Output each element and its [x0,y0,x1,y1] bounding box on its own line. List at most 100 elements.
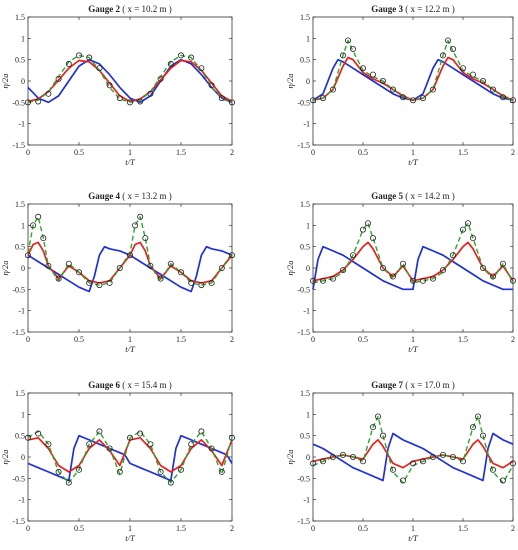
data-point-circle [55,275,62,282]
series-line-green [312,415,514,484]
data-point-circle [429,275,436,282]
data-point-circle [55,75,62,82]
x-tick-label: 0 [26,524,30,533]
y-tick-label: 0.5 [15,243,25,252]
series-line-green [27,216,233,286]
y-tick-label: -1 [18,120,25,129]
data-point-circle [339,52,346,59]
plot-frame [27,16,233,146]
data-point-circle [399,260,406,267]
x-tick-label: 1.5 [458,148,468,157]
series-line-red [312,241,514,282]
y-tick-label: -1.5 [12,141,25,150]
chart-title: Gauge 3 ( x = 12.2 m ) [371,4,455,14]
data-point-circle [499,260,506,267]
series-line-green [27,54,233,103]
data-point-circle [132,222,139,229]
chart-title-gauge: Gauge 5 [371,191,405,201]
data-point-circle [86,441,93,448]
series-line-red [312,56,514,102]
y-tick-label: 1 [306,34,310,43]
x-tick-label: 2 [230,148,234,157]
x-tick-label: 0.5 [74,524,84,533]
data-point-circle [319,277,326,284]
y-tick-label: -0.5 [297,98,310,107]
data-point-circle [389,86,396,93]
data-point-circle [65,479,72,486]
plot-frame [27,203,233,333]
data-point-circle [157,468,164,475]
data-point-circle [459,226,466,233]
data-point-circle [419,458,426,465]
y-tick-label: 1.5 [300,200,310,209]
series-circles [24,213,235,289]
series-line-red [27,59,233,103]
data-point-circle [319,458,326,465]
y-tick-label: 1.5 [300,13,310,22]
y-tick-label: 1.5 [15,200,25,209]
data-point-circle [419,277,426,284]
y-tick-label: -1.5 [297,141,310,150]
y-tick-label: 1.5 [15,13,25,22]
y-tick-label: 0.5 [300,56,310,65]
data-point-circle [96,65,103,72]
x-tick-label: 1.5 [458,335,468,344]
y-axis-label: η/2a [285,73,295,88]
y-tick-label: -0.5 [12,285,25,294]
series-circles [24,428,235,486]
data-point-circle [106,279,113,286]
data-point-circle [218,264,225,271]
data-point-circle [489,466,496,473]
data-point-circle [374,413,381,420]
data-point-circle [147,441,154,448]
data-point-circle [399,477,406,484]
x-tick-label: 1.5 [458,524,468,533]
data-point-circle [137,213,144,220]
data-point-circle [489,273,496,280]
data-point-circle [188,279,195,286]
data-point-circle [459,65,466,72]
data-point-circle [349,252,356,259]
data-point-circle [449,46,456,53]
data-point-circle [449,252,456,259]
x-tick-label: 1 [128,524,132,533]
data-point-circle [409,97,416,104]
plot-frame [312,392,514,522]
x-axis-label: t/T [125,157,136,167]
chart-title-position: ( x = 13.2 m ) [122,191,172,201]
data-point-circle [379,78,386,85]
data-point-circle [449,453,456,460]
data-point-circle [329,275,336,282]
y-tick-label: 0.5 [300,432,310,441]
series-circles [24,52,235,106]
chart-title-position: ( x = 14.2 m ) [405,191,455,201]
data-point-circle [464,220,471,227]
data-point-circle [208,445,215,452]
data-point-circle [389,466,396,473]
data-point-circle [45,441,52,448]
data-point-circle [35,98,42,105]
x-tick-label: 0.5 [358,335,368,344]
x-axis-label: t/T [408,533,419,543]
x-tick-label: 1 [411,524,415,533]
series-line-green [312,39,514,101]
data-point-circle [479,264,486,271]
data-point-circle [208,279,215,286]
y-tick-label: 1 [21,34,25,43]
data-point-circle [142,235,149,242]
x-axis-label: t/T [408,344,419,354]
data-point-circle [96,282,103,289]
data-point-circle [349,46,356,53]
y-tick-label: -0.5 [297,285,310,294]
chart-title-position: ( x = 15.4 m ) [122,380,172,390]
data-point-circle [319,95,326,102]
data-point-circle [198,428,205,435]
data-point-circle [469,71,476,78]
data-point-circle [218,95,225,102]
data-point-circle [177,269,184,276]
data-point-circle [409,460,416,467]
data-point-circle [329,86,336,93]
data-point-circle [369,71,376,78]
